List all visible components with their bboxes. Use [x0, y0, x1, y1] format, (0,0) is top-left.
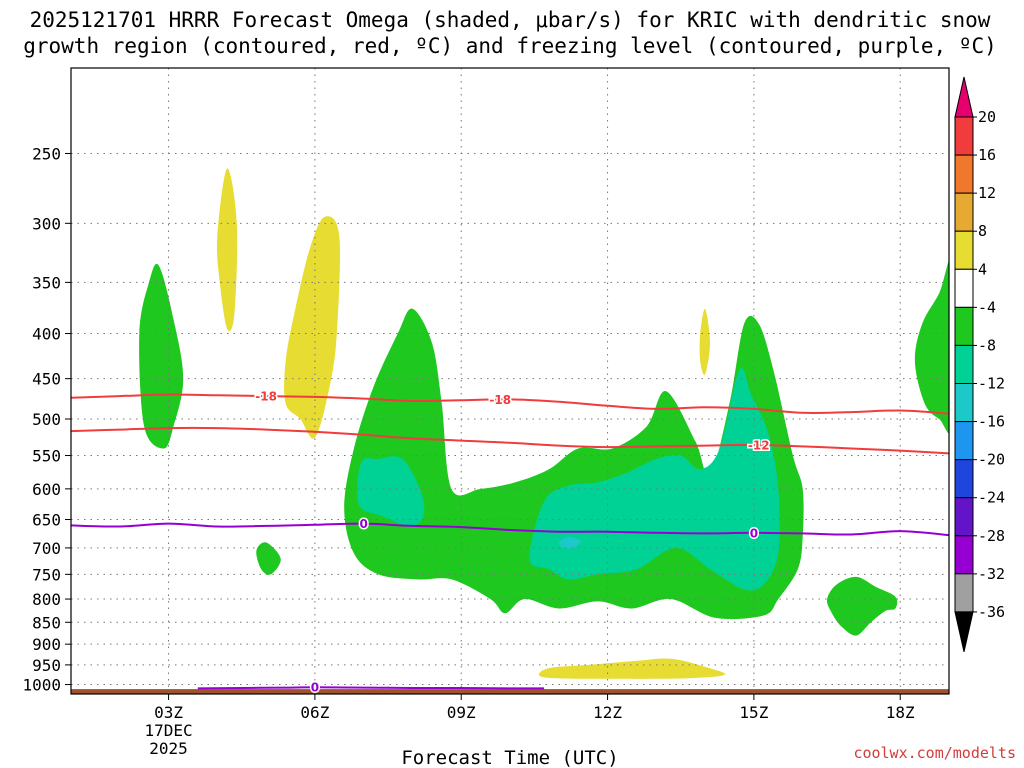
y-tick-label-850: 850 — [32, 613, 61, 632]
y-axis: 250 300 350 400 450 500 550 600 650 700 750 800 850 9… — [22, 144, 71, 695]
contour-label-dgz-minus12-0: -12 — [748, 439, 770, 453]
y-tick-label-950: 950 — [32, 656, 61, 675]
contour-dgz-minus18 — [71, 393, 949, 415]
y-tick-label-600: 600 — [32, 480, 61, 499]
omega-region-teal-5 — [357, 456, 425, 526]
x-year-label: 2025 — [149, 739, 188, 758]
omega-shaded-regions — [139, 168, 949, 679]
colorbar-bottom-triangle — [954, 611, 974, 653]
colorbar-top-triangle — [954, 76, 974, 118]
colorbar-label--36: -36 — [978, 603, 1005, 621]
ground-surface — [71, 689, 949, 694]
omega-region-green-2 — [256, 542, 281, 575]
colorbar-label--28: -28 — [978, 527, 1005, 545]
colorbar-swatch-8 — [954, 383, 974, 423]
x-tick-label-12Z: 12Z — [593, 703, 622, 722]
colorbar-label--12: -12 — [978, 375, 1005, 393]
colorbar-swatch-11 — [954, 497, 974, 537]
colorbar: 20 16 12 8 4 -4 -8 -12 -16 -20 -24 -28 -32 -36 — [954, 76, 1005, 653]
contour-freezing-level-surface — [197, 686, 545, 690]
colorbar-label-16: 16 — [978, 146, 996, 164]
y-tick-label-1000: 1000 — [22, 676, 61, 695]
omega-region-yellow-10 — [699, 308, 710, 375]
x-tick-label-06Z: 06Z — [300, 703, 329, 722]
y-tick-label-550: 550 — [32, 447, 61, 466]
y-tick-label-300: 300 — [32, 214, 61, 233]
contour-lines: -18 -18 -12 0 0 0 — [71, 388, 949, 695]
colorbar-swatch-12 — [954, 535, 974, 575]
omega-region-yellow-9 — [284, 216, 340, 439]
y-tick-label-450: 450 — [32, 370, 61, 389]
colorbar-swatch-3 — [954, 192, 974, 232]
omega-region-yellow-8 — [216, 168, 238, 332]
chart-title-line1: 2025121701 HRRR Forecast Omega (shaded, … — [30, 8, 991, 32]
colorbar-swatch-10 — [954, 459, 974, 499]
colorbar-swatch-6 — [954, 306, 974, 346]
y-tick-label-350: 350 — [32, 273, 61, 292]
colorbar-label--8: -8 — [978, 336, 996, 354]
colorbar-swatch-2 — [954, 154, 974, 194]
y-tick-label-400: 400 — [32, 325, 61, 344]
contour-label-freezing-level-1: 0 — [750, 526, 758, 540]
plot-area: -18 -18 -12 0 0 0 — [71, 68, 949, 695]
contour-label-freezing-level-0: 0 — [359, 517, 367, 531]
x-tick-label-09Z: 09Z — [447, 703, 476, 722]
contour-dgz-minus12 — [71, 426, 949, 455]
y-tick-label-800: 800 — [32, 590, 61, 609]
omega-region-teal-6 — [529, 368, 780, 591]
colorbar-swatch-1 — [954, 116, 974, 156]
ground-layer — [71, 689, 949, 694]
colorbar-label-4: 4 — [978, 260, 987, 278]
x-tick-label-18Z: 18Z — [886, 703, 915, 722]
x-tick-label-15Z: 15Z — [739, 703, 768, 722]
omega-region-green-0 — [139, 263, 184, 449]
y-tick-label-250: 250 — [32, 144, 61, 163]
x-date-label: 17DEC — [144, 721, 192, 740]
omega-region-green-4 — [914, 259, 949, 434]
contour-label-freezing-level-surface-0: 0 — [311, 681, 319, 695]
y-tick-label-900: 900 — [32, 635, 61, 654]
colorbar-label--32: -32 — [978, 565, 1005, 583]
contour-label-dgz-minus18-0: -18 — [255, 390, 277, 404]
chart-title-line2: growth region (contoured, red, ºC) and f… — [23, 34, 997, 58]
site-credit[interactable]: coolwx.com/modelts — [853, 744, 1016, 762]
colorbar-label--16: -16 — [978, 413, 1005, 431]
y-tick-label-500: 500 — [32, 410, 61, 429]
omega-region-cyan-7 — [558, 536, 581, 549]
omega-region-yellow-11 — [538, 658, 726, 679]
y-tick-label-650: 650 — [32, 511, 61, 530]
colorbar-label--4: -4 — [978, 298, 996, 316]
colorbar-swatch-5 — [954, 268, 974, 308]
colorbar-label-8: 8 — [978, 222, 987, 240]
grid-lines — [71, 68, 949, 694]
colorbar-label-12: 12 — [978, 184, 996, 202]
colorbar-swatch-7 — [954, 344, 974, 384]
colorbar-swatch-13 — [954, 573, 974, 613]
contour-label-dgz-minus18-1: -18 — [489, 393, 511, 407]
omega-region-green-3 — [826, 576, 898, 636]
y-tick-label-750: 750 — [32, 565, 61, 584]
colorbar-swatch-9 — [954, 421, 974, 461]
y-tick-label-700: 700 — [32, 539, 61, 558]
colorbar-swatch-4 — [954, 230, 974, 270]
x-tick-label-03Z: 03Z — [154, 703, 183, 722]
contour-freezing-level — [71, 522, 949, 537]
colorbar-label--20: -20 — [978, 451, 1005, 469]
x-axis-label: Forecast Time (UTC) — [401, 747, 618, 768]
colorbar-label--24: -24 — [978, 489, 1005, 507]
plot-frame — [70, 67, 950, 695]
colorbar-label-20: 20 — [978, 108, 996, 126]
